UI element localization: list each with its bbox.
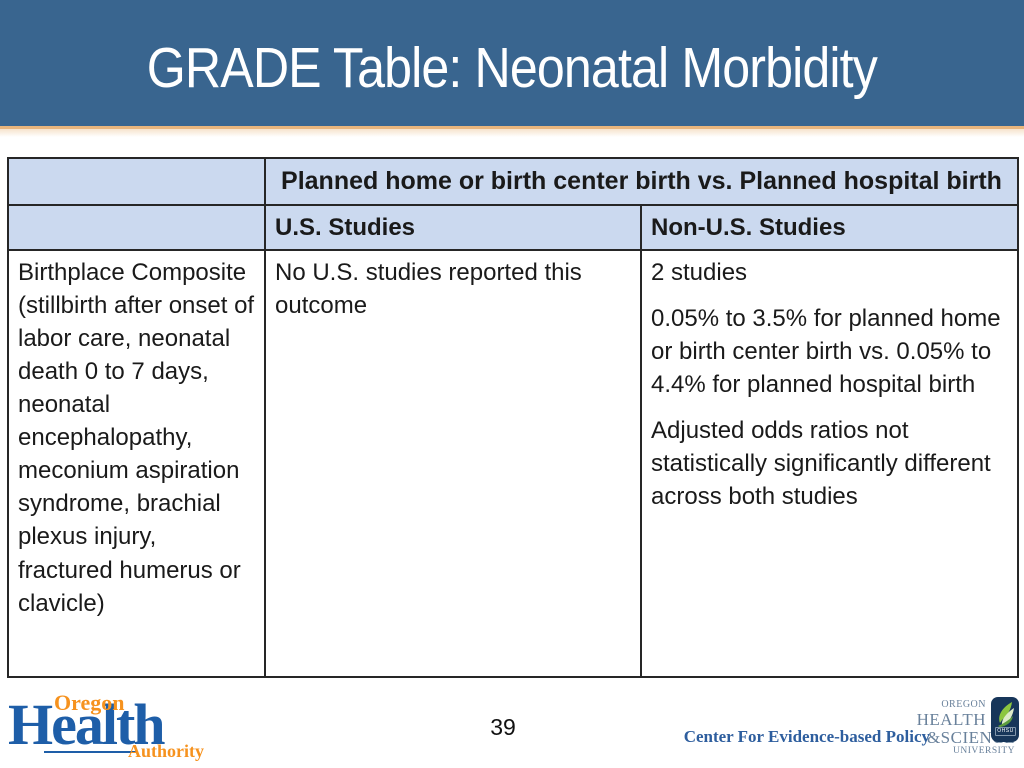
non-us-studies-cell: 2 studies 0.05% to 3.5% for planned home… bbox=[640, 248, 1019, 678]
empty-header-cell bbox=[7, 157, 266, 206]
ohsu-badge: OHSU bbox=[991, 697, 1019, 742]
title-bar: GRADE Table: Neonatal Morbidity bbox=[0, 0, 1024, 137]
oregon-health-authority-logo: Health Oregon Authority bbox=[8, 690, 208, 764]
non-us-paragraph: 0.05% to 3.5% for planned home or birth … bbox=[651, 304, 1001, 398]
table-header-row-columns: U.S. Studies Non-U.S. Studies bbox=[7, 203, 1019, 251]
ohsu-logo: OREGON HEALTH &SCIENCE UNIVERSITY OHSU bbox=[917, 697, 1019, 765]
table-row: Birthplace Composite (stillbirth after o… bbox=[7, 248, 1019, 678]
us-studies-cell: No U.S. studies reported this outcome bbox=[264, 248, 642, 678]
non-us-studies-header-cell: Non-U.S. Studies bbox=[640, 203, 1019, 251]
non-us-paragraph: Adjusted odds ratios not statistically s… bbox=[651, 417, 991, 511]
comparison-header-cell: Planned home or birth center birth vs. P… bbox=[264, 157, 1019, 206]
ohsu-flame-icon bbox=[998, 702, 1014, 727]
us-studies-header-cell: U.S. Studies bbox=[264, 203, 642, 251]
oha-oregon-wordmark: Oregon bbox=[54, 690, 125, 715]
slide-title: GRADE Table: Neonatal Morbidity bbox=[146, 36, 878, 100]
oha-health-wordmark: Health bbox=[8, 692, 166, 757]
empty-header-cell bbox=[7, 203, 266, 251]
center-for-evidence-based-policy-label: Center For Evidence-based Policy bbox=[683, 727, 930, 746]
ohsu-university-text: UNIVERSITY bbox=[953, 746, 1015, 756]
oha-logo-rule bbox=[44, 751, 136, 753]
ohsu-badge-label: OHSU bbox=[995, 727, 1016, 736]
table-header-row-comparison: Planned home or birth center birth vs. P… bbox=[7, 157, 1019, 206]
grade-table: Planned home or birth center birth vs. P… bbox=[7, 157, 1019, 678]
oha-authority-wordmark: Authority bbox=[128, 741, 204, 761]
ohsu-health-text: HEALTH bbox=[916, 710, 986, 729]
page-number: 39 bbox=[490, 714, 516, 740]
non-us-paragraph: 2 studies bbox=[651, 258, 748, 286]
outcome-cell: Birthplace Composite (stillbirth after o… bbox=[7, 248, 266, 678]
ohsu-oregon-text: OREGON bbox=[941, 699, 986, 710]
